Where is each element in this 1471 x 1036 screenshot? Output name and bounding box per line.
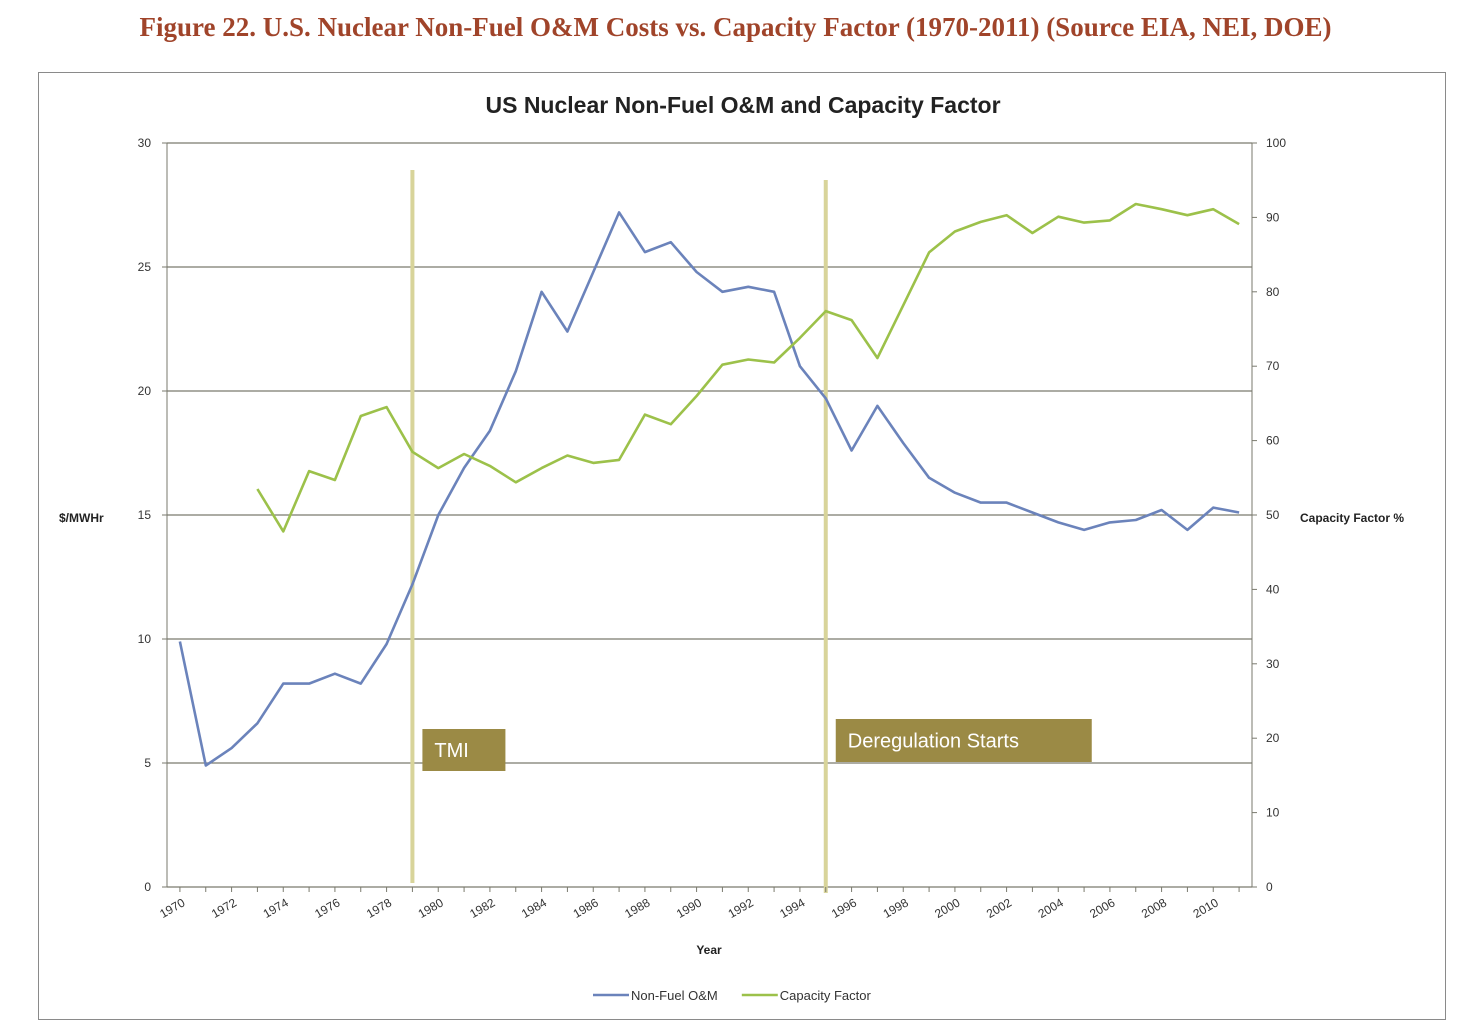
left-tick-label: 15 <box>138 508 152 522</box>
chart-title: US Nuclear Non-Fuel O&M and Capacity Fac… <box>485 92 1000 118</box>
series-lines <box>178 202 1240 767</box>
y-axis-left-label: $/MWHr <box>59 511 104 525</box>
x-tick-label: 1990 <box>674 895 704 921</box>
x-tick-label: 2008 <box>1139 895 1169 921</box>
x-tick-label: 1986 <box>571 895 601 921</box>
y-axis-right-label: Capacity Factor % <box>1300 511 1404 525</box>
x-tick-label: 2010 <box>1191 895 1221 921</box>
right-tick-label: 60 <box>1266 434 1280 448</box>
event-callout-label: Deregulation Starts <box>848 731 1019 753</box>
right-tick-label: 100 <box>1266 136 1286 150</box>
right-axis-ticks: 0 10 20 30 40 50 60 70 80 90 100 <box>1252 136 1286 894</box>
right-tick-label: 10 <box>1266 806 1280 820</box>
x-tick-label: 2002 <box>984 895 1014 921</box>
left-tick-label: 30 <box>138 136 152 150</box>
event-callout-box <box>835 719 1092 762</box>
x-tick-label: 1976 <box>312 895 342 921</box>
right-tick-label: 20 <box>1266 731 1280 745</box>
right-tick-label: 40 <box>1266 582 1280 596</box>
figure-caption: Figure 22. U.S. Nuclear Non-Fuel O&M Cos… <box>139 12 1332 42</box>
x-tick-label: 1970 <box>157 895 187 921</box>
x-tick-label: 1980 <box>416 895 446 921</box>
left-tick-label: 20 <box>138 384 152 398</box>
gridlines <box>166 142 1253 888</box>
left-tick-label: 10 <box>138 632 152 646</box>
chart-frame: US Nuclear Non-Fuel O&M and Capacity Fac… <box>38 72 1446 1020</box>
x-tick-label: 2000 <box>932 895 962 921</box>
event-markers <box>410 170 828 893</box>
x-tick-label: 1992 <box>726 895 756 921</box>
series-line <box>178 211 1240 767</box>
left-tick-label: 25 <box>138 260 152 274</box>
left-tick-label: 0 <box>144 880 151 894</box>
legend-label: Capacity Factor <box>780 988 872 1003</box>
right-tick-label: 90 <box>1266 210 1280 224</box>
x-tick-label: 1972 <box>209 895 239 921</box>
series-line <box>256 202 1240 533</box>
left-axis-ticks: 0 5 10 15 20 25 30 <box>138 136 167 894</box>
x-tick-label: 1984 <box>519 895 549 921</box>
x-tick-label: 1974 <box>261 895 291 921</box>
legend-label: Non-Fuel O&M <box>631 988 718 1003</box>
x-tick-label: 1998 <box>881 895 911 921</box>
x-axis-ticks: 1970 1972 1974 1976 1978 1980 1982 1984 1986 1988… <box>157 887 1240 921</box>
x-tick-label: 1996 <box>829 895 859 921</box>
event-callouts: TMI Deregulation Starts <box>422 719 1092 771</box>
chart-svg: US Nuclear Non-Fuel O&M and Capacity Fac… <box>59 92 1404 1003</box>
right-tick-label: 30 <box>1266 657 1280 671</box>
x-tick-label: 1988 <box>622 895 652 921</box>
x-tick-label: 1994 <box>777 895 807 921</box>
left-tick-label: 5 <box>144 756 151 770</box>
x-axis-label: Year <box>696 943 722 957</box>
event-callout-box <box>422 729 506 771</box>
x-tick-label: 2006 <box>1087 895 1117 921</box>
legend: Non-Fuel O&M Capacity Factor <box>593 988 872 1003</box>
right-tick-label: 80 <box>1266 285 1280 299</box>
right-tick-label: 0 <box>1266 880 1273 894</box>
event-callout-label: TMI <box>434 740 468 762</box>
x-tick-label: 1982 <box>467 895 497 921</box>
right-tick-label: 70 <box>1266 359 1280 373</box>
x-tick-label: 1978 <box>364 895 394 921</box>
right-tick-label: 50 <box>1266 508 1280 522</box>
x-tick-label: 2004 <box>1036 895 1066 921</box>
